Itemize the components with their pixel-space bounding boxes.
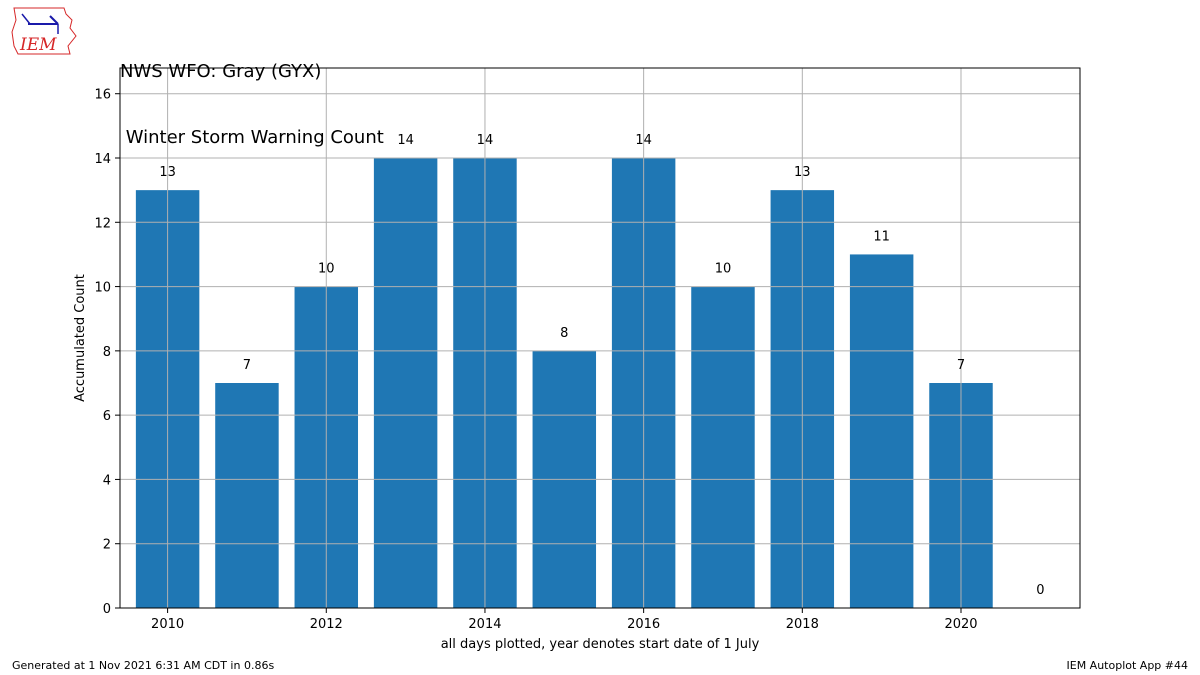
y-tick-label-4: 4 (103, 473, 111, 488)
y-tick-label-0: 0 (103, 602, 111, 617)
data-label-2016: 14 (635, 133, 652, 148)
x-tick-label-2012: 2012 (310, 617, 343, 632)
data-label-2018: 13 (794, 165, 811, 180)
y-tick-label-10: 10 (94, 281, 111, 296)
data-label-2013: 14 (397, 133, 414, 148)
y-tick-label-14: 14 (94, 152, 111, 167)
x-tick-label-2014: 2014 (468, 617, 501, 632)
x-tick-label-2020: 2020 (944, 617, 977, 632)
chart-title-line-1: NWS WFO: Gray (GYX) (120, 61, 322, 82)
x-tick-label-2018: 2018 (786, 617, 819, 632)
data-label-2019: 11 (873, 229, 890, 244)
chart-title: NWS WFO: Gray (GYX) Winter Storm Warning… (120, 17, 384, 171)
chart-title-line-2: Winter Storm Warning Count (120, 127, 384, 148)
data-label-2014: 14 (477, 133, 494, 148)
bar-2019 (849, 254, 914, 608)
data-label-2020: 7 (957, 358, 965, 373)
x-tick-label-2010: 2010 (151, 617, 184, 632)
generated-timestamp: Generated at 1 Nov 2021 6:31 AM CDT in 0… (12, 659, 275, 672)
data-label-2021: 0 (1036, 583, 1044, 598)
data-label-2015: 8 (560, 326, 568, 341)
data-label-2010: 13 (159, 165, 176, 180)
data-label-2012: 10 (318, 262, 335, 277)
app-id: IEM Autoplot App #44 (1066, 659, 1189, 672)
y-axis-label: Accumulated Count (73, 274, 88, 402)
iem-logo: IEM (11, 7, 77, 55)
bar-2017 (691, 286, 755, 608)
data-label-2017: 10 (715, 262, 732, 277)
y-tick-label-6: 6 (103, 409, 111, 424)
bar-2013 (373, 158, 438, 608)
x-axis-label: all days plotted, year denotes start dat… (441, 637, 760, 652)
logo-text: IEM (19, 35, 57, 55)
bar-2011 (215, 383, 279, 608)
y-tick-label-12: 12 (94, 216, 111, 231)
x-tick-label-2016: 2016 (627, 617, 660, 632)
y-tick-label-16: 16 (94, 88, 111, 103)
data-label-2011: 7 (243, 358, 251, 373)
y-tick-label-2: 2 (103, 538, 111, 553)
y-tick-label-8: 8 (103, 345, 111, 360)
plot-frame (119, 67, 1081, 609)
